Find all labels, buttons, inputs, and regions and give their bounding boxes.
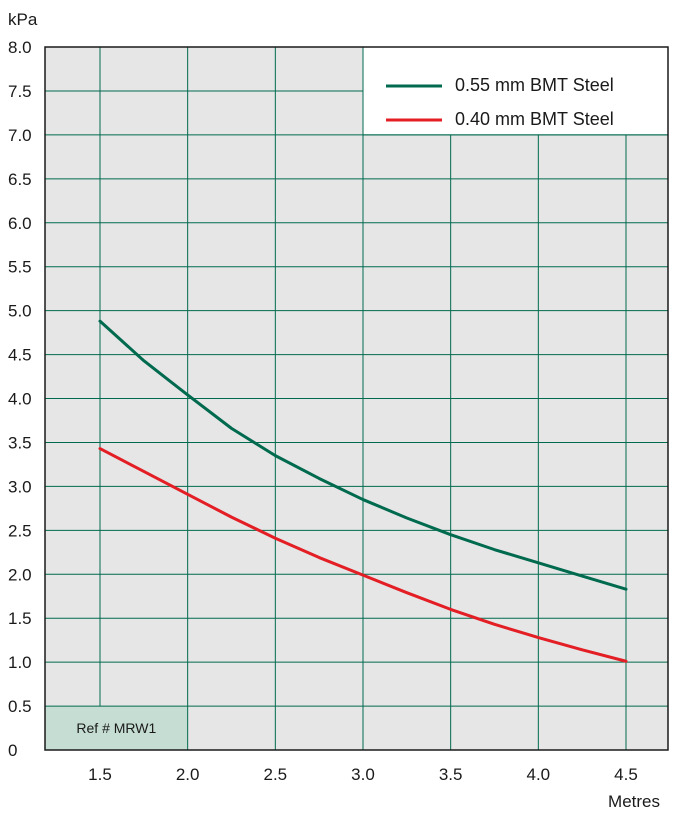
x-tick-labels: 1.5 2.0 2.5 3.0 3.5 4.0 4.5 bbox=[88, 765, 638, 784]
y-tick-label: 5.5 bbox=[8, 258, 32, 277]
x-tick-label: 2.0 bbox=[176, 765, 200, 784]
x-axis-unit-label: Metres bbox=[608, 792, 660, 811]
y-tick-label: 8.0 bbox=[8, 38, 32, 57]
x-tick-label: 3.0 bbox=[351, 765, 375, 784]
reference-label: Ref # MRW1 bbox=[76, 720, 156, 736]
x-tick-label: 2.5 bbox=[264, 765, 288, 784]
y-tick-label: 3.0 bbox=[8, 477, 32, 496]
reference-box-background bbox=[45, 706, 188, 750]
reference-box bbox=[45, 706, 188, 750]
y-tick-label: 4.5 bbox=[8, 346, 32, 365]
legend: 0.55 mm BMT Steel 0.40 mm BMT Steel bbox=[386, 75, 614, 129]
y-tick-label: 2.5 bbox=[8, 521, 32, 540]
y-tick-label: 0.5 bbox=[8, 697, 32, 716]
y-tick-label: 7.5 bbox=[8, 82, 32, 101]
x-tick-label: 1.5 bbox=[88, 765, 112, 784]
y-tick-label: 1.5 bbox=[8, 609, 32, 628]
y-tick-label: 7.0 bbox=[8, 126, 32, 145]
y-tick-label: 6.5 bbox=[8, 170, 32, 189]
plot-border bbox=[44, 46, 669, 751]
y-axis-unit-label: kPa bbox=[8, 10, 38, 29]
y-tick-label: 2.0 bbox=[8, 565, 32, 584]
x-tick-label: 4.5 bbox=[614, 765, 638, 784]
y-tick-labels: 0 0.5 1.0 1.5 2.0 2.5 3.0 3.5 4.0 4.5 5.0 5.5 6.0 6.5… bbox=[8, 38, 32, 760]
series-line-2 bbox=[98, 447, 628, 663]
legend-label-2: 0.40 mm BMT Steel bbox=[455, 109, 614, 129]
y-tick-label: 5.0 bbox=[8, 302, 32, 321]
legend-label-1: 0.55 mm BMT Steel bbox=[455, 75, 614, 95]
series-line-1 bbox=[98, 319, 628, 591]
y-tick-label: 6.0 bbox=[8, 214, 32, 233]
grid-lines bbox=[45, 47, 668, 750]
y-tick-label: 3.5 bbox=[8, 433, 32, 452]
x-tick-label: 3.5 bbox=[439, 765, 463, 784]
series-lines bbox=[98, 319, 628, 663]
y-tick-label: 4.0 bbox=[8, 390, 32, 409]
x-tick-label: 4.0 bbox=[527, 765, 551, 784]
y-tick-label: 0 bbox=[8, 741, 17, 760]
y-tick-label: 1.0 bbox=[8, 653, 32, 672]
